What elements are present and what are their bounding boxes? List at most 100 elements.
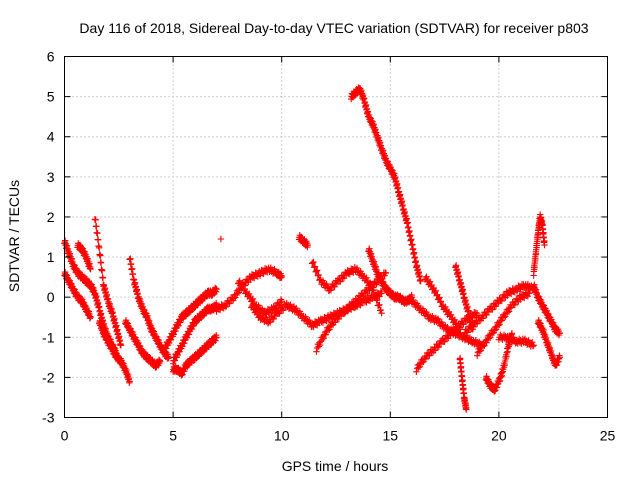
data-point <box>426 352 433 359</box>
data-point <box>451 316 458 324</box>
data-point <box>476 348 483 355</box>
data-point <box>341 310 348 317</box>
data-point <box>422 355 429 363</box>
data-point <box>498 297 505 305</box>
data-point <box>313 267 320 275</box>
data-point <box>311 263 319 270</box>
data-point <box>530 342 537 349</box>
data-point <box>253 306 260 314</box>
data-point <box>378 289 385 297</box>
y-tick-label: 6 <box>47 49 55 65</box>
data-point <box>492 303 500 310</box>
data-point <box>128 265 136 272</box>
data-point <box>496 321 503 328</box>
data-point <box>492 326 500 333</box>
data-point <box>479 343 487 350</box>
data-point <box>460 332 468 339</box>
data-point <box>313 344 321 352</box>
data-point <box>494 322 502 329</box>
data-point <box>278 297 285 305</box>
data-point <box>483 339 490 346</box>
data-point <box>129 270 137 278</box>
data-point <box>391 170 398 177</box>
x-tick-label: 5 <box>169 428 177 444</box>
data-point <box>377 306 385 314</box>
data-point <box>556 354 563 361</box>
data-point <box>213 301 220 309</box>
data-point <box>378 310 385 317</box>
data-point <box>213 285 220 293</box>
data-point <box>464 329 471 336</box>
data-point <box>441 338 448 345</box>
data-point <box>487 334 494 341</box>
data-point <box>497 318 504 325</box>
data-point <box>326 326 333 333</box>
data-point <box>456 326 464 333</box>
y-tick-label: 0 <box>47 289 55 305</box>
data-point <box>417 277 424 285</box>
data-point <box>309 259 317 266</box>
y-tick-label: 1 <box>47 249 55 265</box>
data-point <box>376 290 384 298</box>
data-point <box>529 342 537 350</box>
data-point <box>463 406 470 413</box>
data-point <box>436 294 443 301</box>
x-tick-label: 15 <box>383 428 399 444</box>
data-point <box>240 282 247 289</box>
data-point <box>382 269 390 277</box>
data-point <box>412 257 420 265</box>
data-point <box>376 301 383 308</box>
data-point <box>315 271 322 279</box>
data-point <box>99 274 107 282</box>
data-point <box>310 258 317 266</box>
data-point <box>366 287 373 295</box>
data-point <box>235 289 243 296</box>
data-point <box>127 260 135 268</box>
data-point <box>376 293 383 300</box>
data-point <box>511 301 519 309</box>
data-point <box>423 273 430 280</box>
y-tick-label: -1 <box>42 329 55 345</box>
data-point <box>445 335 452 342</box>
data-point <box>416 363 424 370</box>
data-point <box>94 236 102 244</box>
data-point <box>541 241 548 249</box>
x-tick-label: 0 <box>61 428 69 444</box>
data-point <box>126 378 133 385</box>
x-tick-label: 25 <box>600 428 616 444</box>
data-point <box>222 303 230 311</box>
data-point <box>331 283 338 291</box>
data-point <box>372 291 380 298</box>
data-point <box>312 268 319 276</box>
y-tick-label: -3 <box>42 410 55 426</box>
data-point <box>156 358 164 365</box>
data-point <box>473 352 481 359</box>
data-point <box>117 342 125 349</box>
data-point <box>556 330 563 337</box>
data-point <box>245 278 252 286</box>
data-point <box>363 274 370 281</box>
data-point <box>479 315 487 322</box>
x-axis-label: GPS time / hours <box>282 458 389 474</box>
data-point <box>502 313 509 320</box>
data-points <box>61 84 563 413</box>
data-point <box>356 296 364 303</box>
data-point <box>500 314 508 321</box>
data-point <box>455 321 462 329</box>
x-tick-label: 20 <box>491 428 507 444</box>
data-point <box>308 260 316 267</box>
data-point <box>485 335 492 342</box>
data-point <box>473 320 481 327</box>
data-point <box>317 338 324 345</box>
data-point <box>97 259 105 267</box>
y-tick-label: 4 <box>47 129 55 145</box>
data-point <box>232 294 239 301</box>
data-point <box>87 314 94 321</box>
data-point <box>316 341 324 349</box>
data-point <box>320 335 327 342</box>
data-point <box>477 347 484 354</box>
data-point <box>345 307 352 314</box>
x-tick-label: 10 <box>274 428 290 444</box>
data-point <box>415 364 422 371</box>
